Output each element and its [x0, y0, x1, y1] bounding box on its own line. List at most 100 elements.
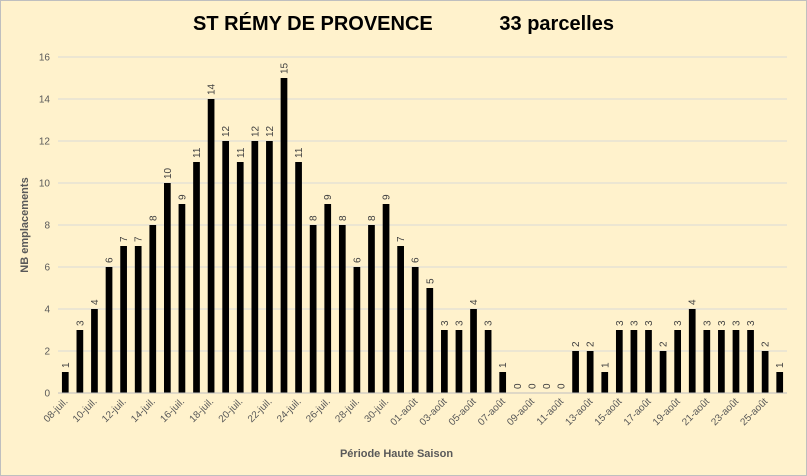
bar [615, 330, 623, 393]
y-tick-label: 2 [44, 347, 50, 358]
data-label: 6 [105, 257, 116, 263]
bar [61, 372, 69, 393]
data-label: 11 [192, 147, 203, 158]
x-tick-label: 01-août [389, 396, 421, 428]
x-tick-label: 22-juil. [246, 396, 275, 425]
y-tick-label: 12 [39, 137, 51, 148]
x-tick-label: 28-juil. [333, 396, 362, 425]
x-tick-label: 25-août [738, 396, 770, 428]
bar [747, 330, 754, 393]
bar [382, 204, 390, 393]
y-tick-label: 8 [44, 221, 50, 232]
data-label: 3 [440, 320, 451, 326]
bar [193, 162, 200, 393]
bar [251, 141, 259, 393]
y-tick-label: 6 [44, 263, 50, 274]
bar [178, 204, 186, 393]
data-label: 1 [498, 362, 509, 368]
bar [338, 225, 346, 393]
bar [426, 288, 434, 393]
data-label: 10 [163, 167, 174, 179]
data-label: 0 [542, 383, 553, 389]
x-tick-label: 20-juil. [217, 396, 246, 425]
data-label: 6 [352, 257, 363, 263]
x-axis-title: Période Haute Saison [340, 448, 453, 460]
bar [134, 246, 142, 393]
data-label: 9 [323, 194, 334, 200]
data-label: 6 [411, 257, 422, 263]
data-label: 0 [557, 383, 568, 389]
x-tick-label: 26-juil. [304, 396, 333, 425]
bar [761, 351, 769, 393]
data-label: 4 [469, 299, 480, 305]
y-tick-label: 14 [39, 95, 51, 106]
data-label: 7 [119, 236, 130, 242]
data-label: 12 [221, 125, 232, 137]
y-tick-label: 4 [44, 305, 50, 316]
bar [470, 309, 477, 393]
x-tick-label: 12-juil. [100, 396, 129, 425]
bar [266, 141, 273, 393]
y-tick-label: 16 [39, 53, 51, 64]
data-label: 9 [177, 194, 188, 200]
data-label: 3 [731, 320, 742, 326]
data-label: 1 [775, 362, 786, 368]
bar [309, 225, 317, 393]
bar [455, 330, 463, 393]
bar [295, 162, 302, 393]
bar [688, 309, 696, 393]
data-label: 3 [629, 320, 640, 326]
bar [441, 330, 448, 393]
bar [674, 330, 682, 393]
data-label: 8 [148, 215, 159, 221]
data-label: 3 [746, 320, 757, 326]
data-label: 8 [309, 215, 320, 221]
data-label: 14 [207, 83, 218, 95]
x-tick-label: 11-août [535, 396, 566, 427]
data-label: 3 [454, 320, 465, 326]
bar [91, 309, 98, 393]
data-label: 3 [484, 320, 495, 326]
data-label: 5 [425, 278, 436, 284]
bar [120, 246, 127, 393]
bar [630, 330, 638, 393]
x-tick-label: 17-août [622, 396, 654, 428]
x-tick-label: 14-juil. [129, 396, 158, 425]
data-label: 15 [279, 62, 290, 74]
data-label: 2 [586, 341, 597, 347]
x-tick-label: 16-juil. [158, 396, 187, 425]
data-label: 3 [702, 320, 713, 326]
data-label: 11 [294, 147, 305, 158]
data-label: 12 [265, 125, 276, 137]
x-tick-label: 03-août [418, 396, 450, 428]
x-tick-label: 15-août [593, 396, 625, 428]
bar [397, 246, 404, 393]
data-label: 8 [338, 215, 349, 221]
data-label: 8 [367, 215, 378, 221]
bar [76, 330, 84, 393]
bar [601, 372, 609, 393]
bar [703, 330, 711, 393]
bar [659, 351, 667, 393]
data-label: 12 [250, 125, 261, 137]
x-tick-label: 07-août [476, 396, 508, 428]
data-label: 11 [236, 147, 247, 158]
data-label: 7 [396, 236, 407, 242]
bar [163, 183, 171, 393]
bar [207, 99, 215, 393]
bar [105, 267, 113, 393]
x-tick-label: 08-juil. [42, 396, 71, 425]
bar [368, 225, 375, 393]
y-tick-label: 0 [44, 389, 50, 400]
data-label: 3 [644, 320, 655, 326]
x-tick-label: 23-août [709, 396, 741, 428]
bar [411, 267, 419, 393]
bar [645, 330, 652, 393]
data-label: 0 [527, 383, 538, 389]
data-label: 0 [513, 383, 524, 389]
y-tick-label: 10 [39, 179, 51, 190]
bar [324, 204, 332, 393]
data-label: 1 [61, 362, 72, 368]
